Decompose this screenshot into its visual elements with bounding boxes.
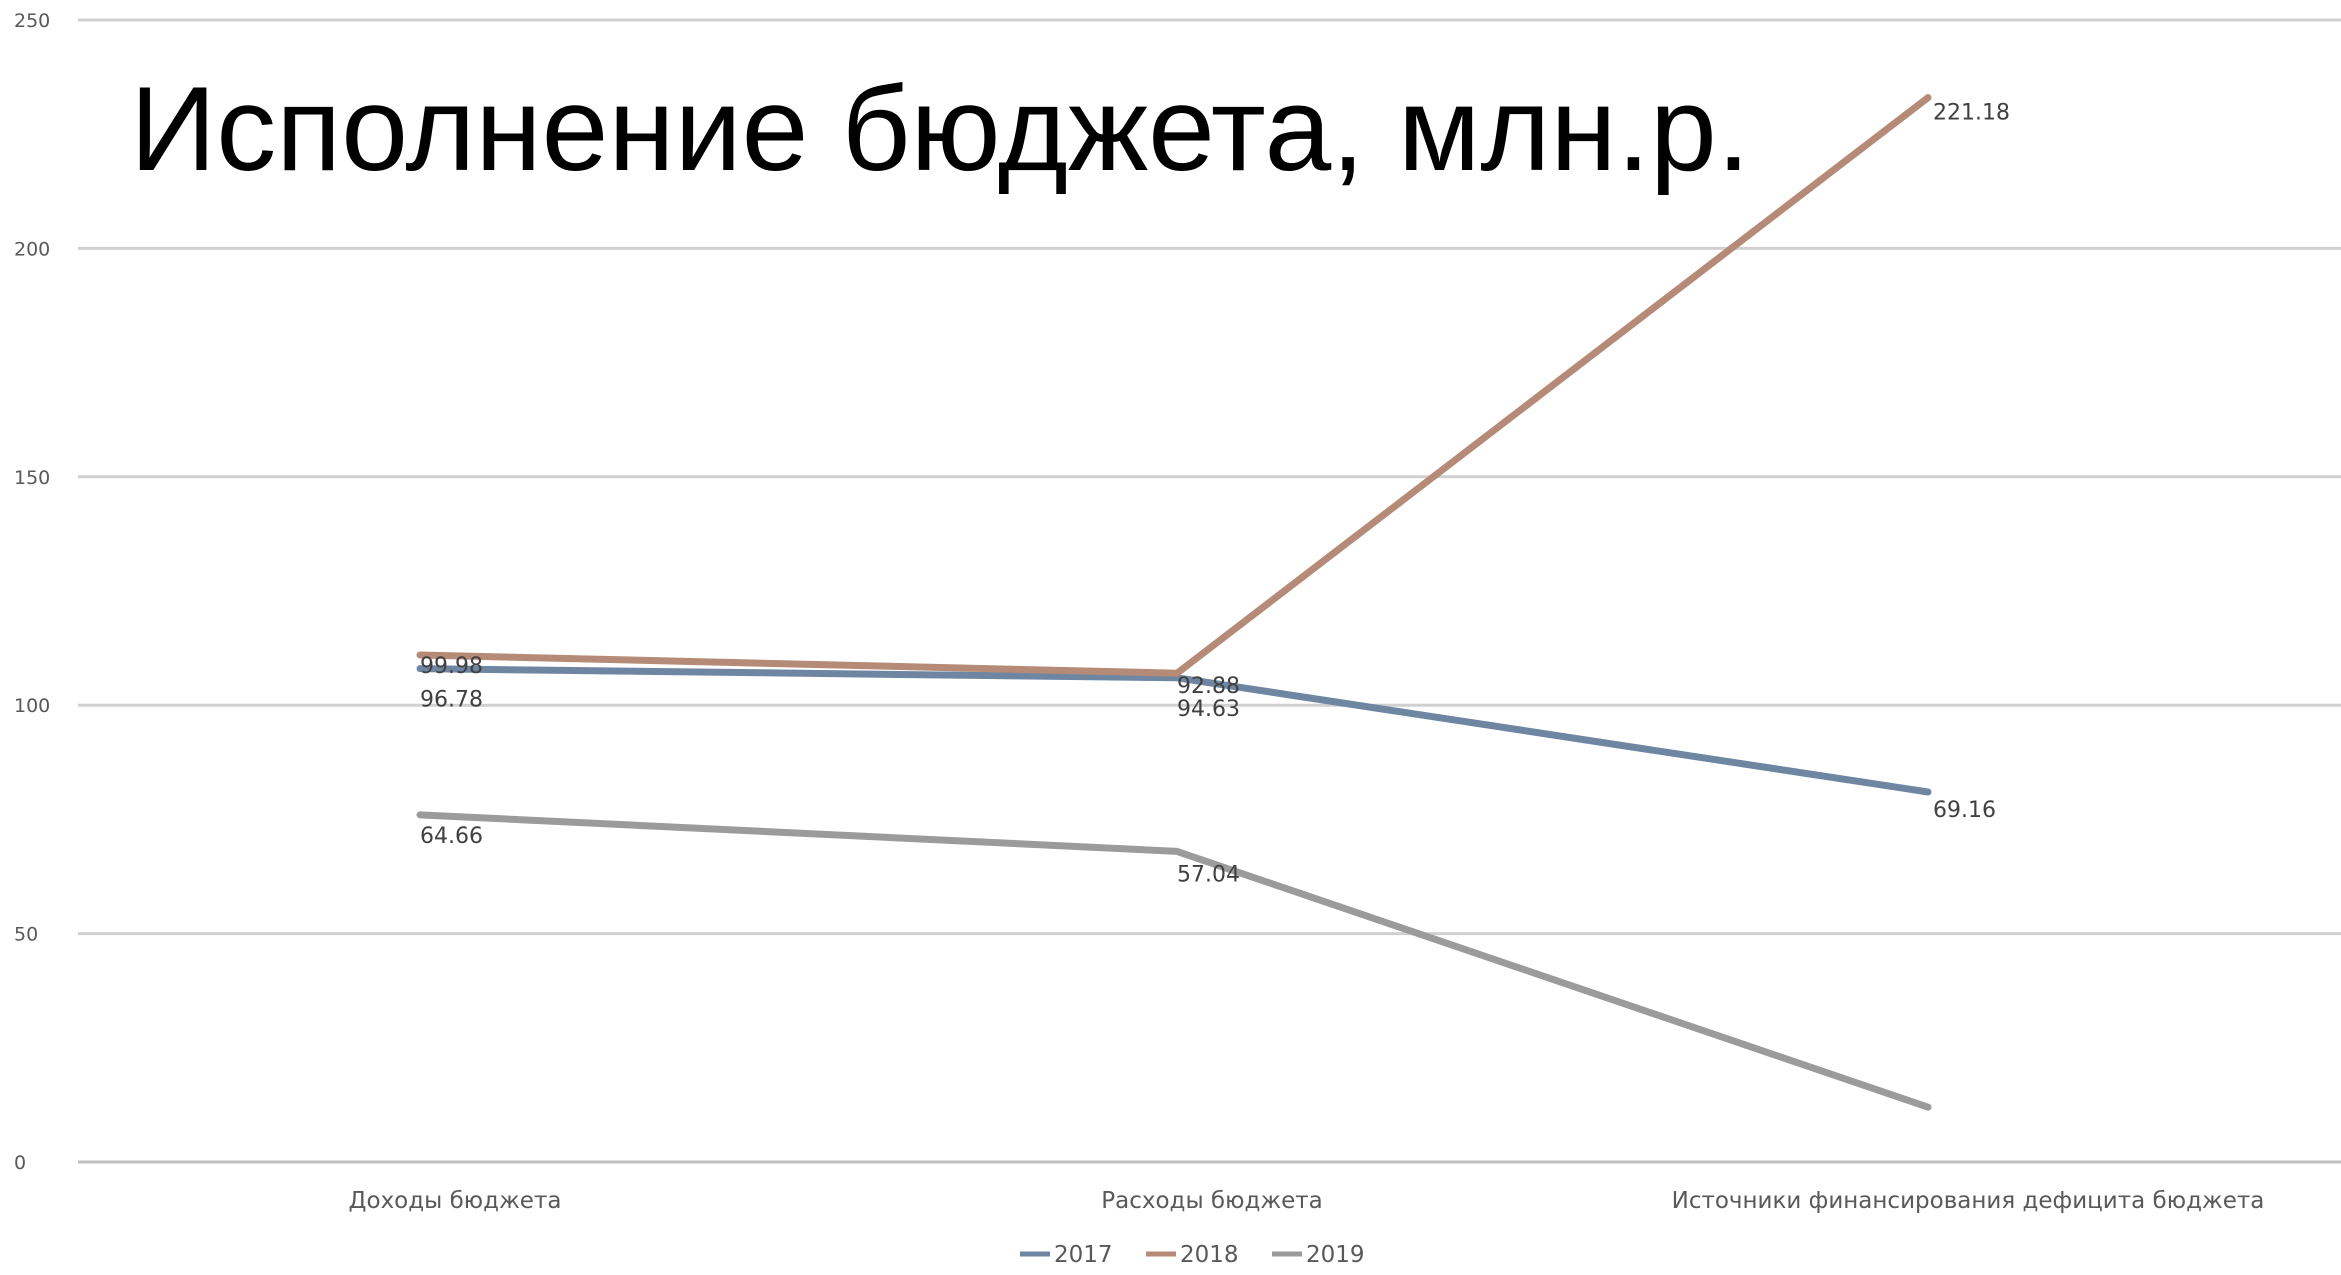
data-label: 99.98 (420, 654, 483, 679)
legend-label: 2017 (1054, 1242, 1113, 1268)
series-line-2018 (416, 94, 1932, 677)
data-label: 69.16 (1933, 798, 1996, 823)
data-label: 221.18 (1933, 101, 2010, 126)
y-tick-label: 50 (14, 924, 38, 946)
x-category-label: Расходы бюджета (1101, 1188, 1322, 1214)
x-axis-category-labels: Доходы бюджета Расходы бюджета Источники ф… (349, 1188, 2265, 1214)
y-tick-label: 200 (14, 238, 50, 260)
series-lines (416, 94, 1932, 1111)
gridlines (78, 18, 2341, 1164)
legend-label: 2019 (1306, 1242, 1365, 1268)
series-line-2019 (416, 811, 1932, 1111)
x-category-label: Доходы бюджета (349, 1188, 562, 1214)
data-label: 94.63 (1177, 697, 1240, 722)
legend: 2017 2018 2019 (1020, 1242, 1365, 1268)
data-labels: 96.78 94.63 69.16 99.98 92.88 221.18 64.66 57.0… (420, 101, 2010, 888)
data-label: 57.04 (1177, 862, 1240, 887)
data-label: 96.78 (420, 688, 483, 713)
legend-label: 2018 (1180, 1242, 1239, 1268)
data-label: 92.88 (1177, 674, 1240, 699)
data-label: 64.66 (420, 824, 483, 849)
series-line-2017 (416, 665, 1932, 796)
y-tick-label: 0 (14, 1152, 26, 1174)
y-axis-tick-labels: 0 50 100 150 200 250 (14, 10, 50, 1174)
x-category-label: Источники финансирования дефицита бюджет… (1672, 1188, 2265, 1214)
y-tick-label: 250 (14, 10, 50, 32)
y-tick-label: 100 (14, 695, 50, 717)
chart-title: Исполнение бюджета, млн.р. (130, 62, 1750, 196)
y-tick-label: 150 (14, 467, 50, 489)
